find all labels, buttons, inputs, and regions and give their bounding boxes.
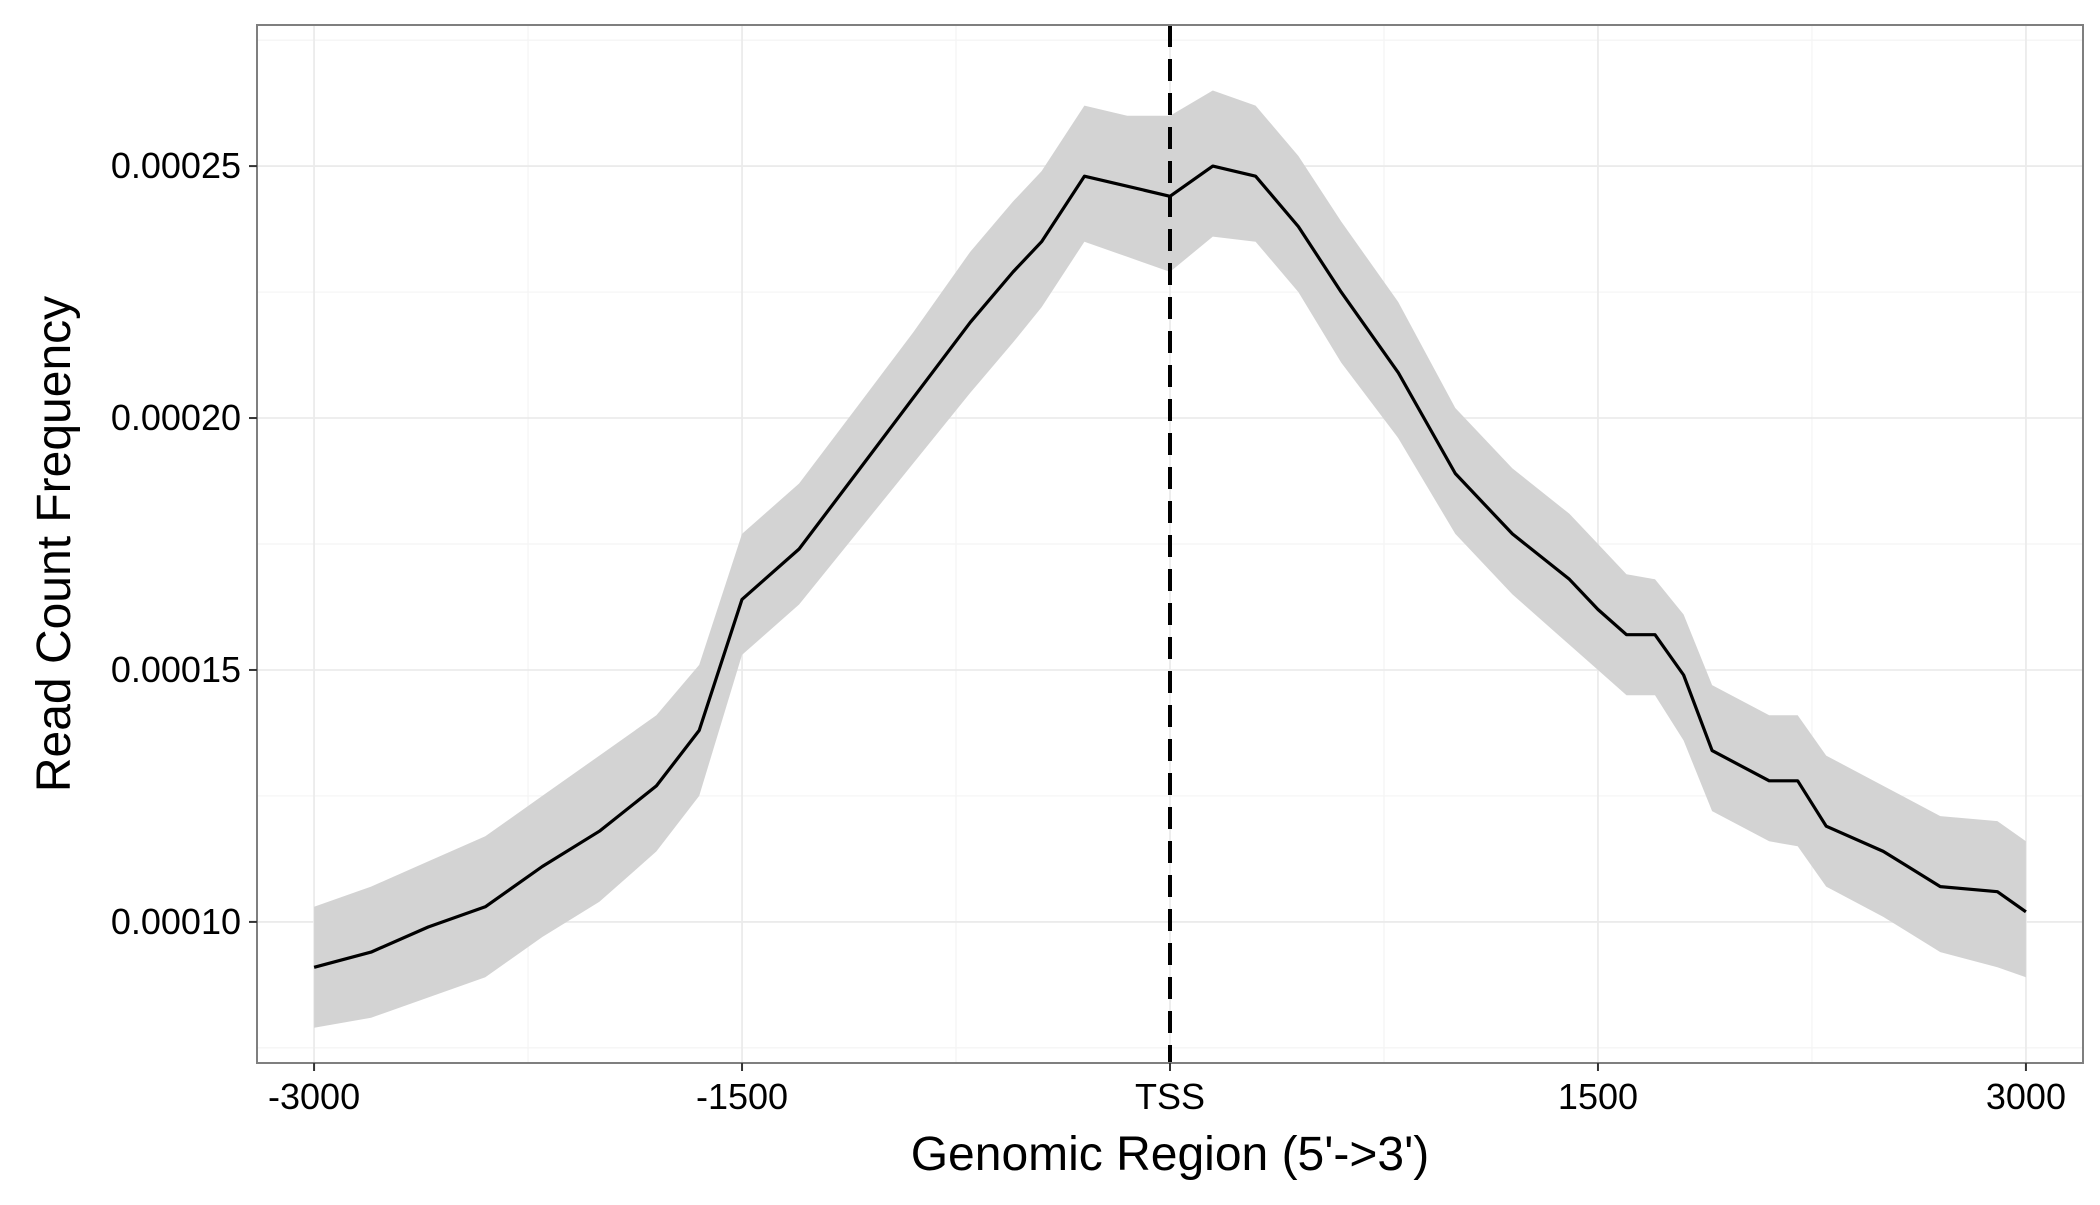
x-axis-title: Genomic Region (5'->3') — [911, 1128, 1430, 1181]
confidence-ribbon — [314, 90, 2026, 1028]
series-line — [313, 164, 2027, 969]
y-tick-label: 0.00020 — [111, 397, 241, 438]
x-tick-label: 1500 — [1558, 1076, 1638, 1117]
y-tick-label: 0.00010 — [111, 901, 241, 942]
x-axis: -3000 -1500 TSS 1500 3000 — [268, 1063, 2066, 1117]
y-tick-label: 0.00025 — [111, 145, 241, 186]
y-axis-title: Read Count Frequency — [28, 296, 81, 792]
x-tick-label: TSS — [1135, 1076, 1205, 1117]
x-tick-label: -1500 — [696, 1076, 788, 1117]
x-tick-label: 3000 — [1986, 1076, 2066, 1117]
y-tick-label: 0.00015 — [111, 649, 241, 690]
y-axis: 0.00010 0.00015 0.00020 0.00025 — [111, 145, 257, 942]
x-tick-label: -3000 — [268, 1076, 360, 1117]
